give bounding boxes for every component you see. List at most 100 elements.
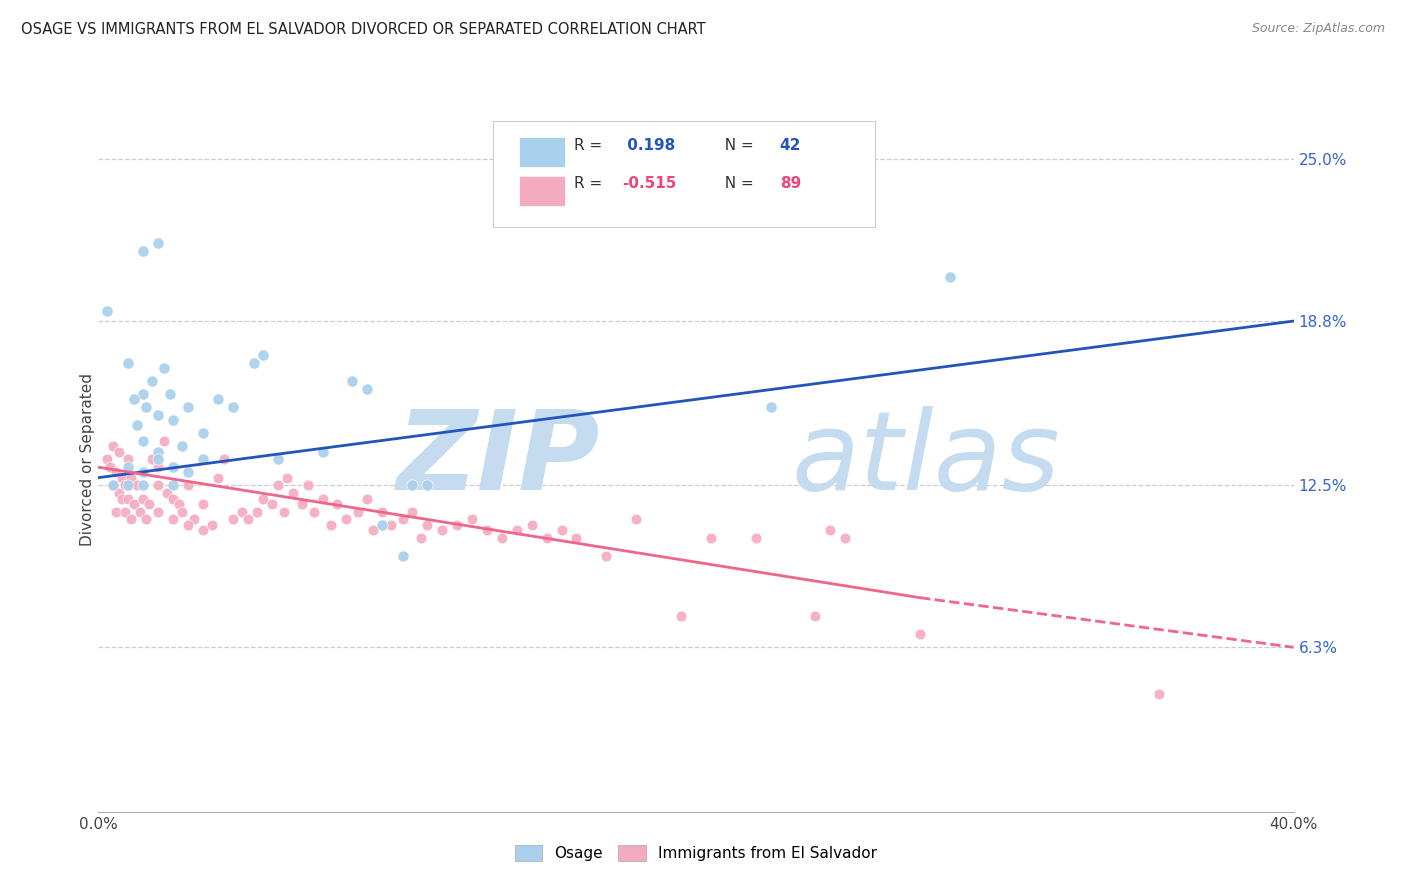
Point (141, 452, 163, 467)
Point (135, 400, 157, 414)
Point (124, 497, 146, 511)
Text: 0.198: 0.198 (621, 138, 675, 153)
Point (105, 466, 128, 480)
Point (834, 531, 856, 545)
Point (132, 387, 155, 401)
Point (276, 470, 298, 484)
Point (177, 466, 200, 480)
Point (117, 452, 139, 467)
Point (380, 517, 402, 532)
Point (127, 418, 149, 433)
Point (191, 452, 214, 467)
Point (98, 460, 122, 475)
Point (117, 460, 139, 475)
Point (111, 470, 134, 484)
Point (281, 486, 304, 500)
Text: R =: R = (574, 176, 607, 191)
Point (207, 392, 229, 407)
Point (191, 523, 214, 537)
Text: 42: 42 (780, 138, 801, 153)
Point (745, 531, 768, 545)
Point (273, 505, 295, 519)
Point (430, 523, 453, 537)
Point (260, 497, 283, 511)
Point (908, 627, 931, 641)
Point (236, 512, 259, 526)
Point (156, 486, 179, 500)
Point (105, 505, 128, 519)
Point (103, 439, 125, 453)
Point (162, 512, 184, 526)
Point (117, 356, 139, 370)
Point (267, 452, 290, 467)
Point (129, 505, 152, 519)
Point (201, 517, 224, 532)
Point (103, 478, 125, 492)
Point (595, 549, 617, 563)
Point (252, 491, 274, 506)
Point (172, 439, 194, 453)
Point (108, 486, 131, 500)
Point (243, 356, 266, 370)
Text: R =: R = (574, 138, 607, 153)
Point (392, 512, 415, 526)
Point (536, 531, 558, 545)
Point (520, 517, 543, 532)
Point (177, 478, 200, 492)
Point (162, 491, 184, 506)
Point (411, 531, 433, 545)
Point (326, 497, 349, 511)
Point (148, 408, 170, 422)
Point (356, 382, 378, 396)
Point (416, 517, 439, 532)
Point (124, 392, 146, 407)
Text: N =: N = (716, 138, 759, 153)
Text: atlas: atlas (792, 406, 1060, 513)
Point (401, 478, 423, 492)
Point (335, 512, 357, 526)
Point (550, 523, 572, 537)
Text: 89: 89 (780, 176, 801, 191)
Point (222, 512, 245, 526)
Point (120, 470, 142, 484)
Point (183, 512, 205, 526)
Point (159, 387, 181, 401)
Point (461, 512, 484, 526)
Point (141, 374, 163, 388)
Point (172, 505, 194, 519)
Point (321, 517, 343, 532)
Point (506, 523, 529, 537)
Point (475, 523, 498, 537)
Point (1147, 687, 1170, 701)
Point (132, 466, 155, 480)
Point (565, 531, 588, 545)
Text: OSAGE VS IMMIGRANTS FROM EL SALVADOR DIVORCED OR SEPARATED CORRELATION CHART: OSAGE VS IMMIGRANTS FROM EL SALVADOR DIV… (21, 22, 706, 37)
Point (669, 609, 692, 624)
Point (371, 517, 394, 532)
Point (103, 478, 125, 492)
Text: N =: N = (716, 176, 759, 191)
Point (148, 235, 170, 250)
Point (446, 517, 468, 532)
Point (177, 517, 200, 532)
Point (148, 505, 170, 519)
Y-axis label: Divorced or Separated: Divorced or Separated (80, 373, 94, 546)
Point (342, 374, 364, 388)
Point (804, 609, 827, 624)
Point (148, 444, 170, 458)
Point (356, 491, 378, 506)
Point (347, 505, 370, 519)
Point (117, 491, 139, 506)
Point (401, 505, 423, 519)
Point (148, 452, 170, 467)
Point (96, 303, 118, 318)
Point (311, 444, 333, 458)
FancyBboxPatch shape (519, 137, 565, 167)
Point (363, 523, 385, 537)
Point (759, 400, 782, 414)
Point (302, 505, 325, 519)
Point (120, 512, 142, 526)
Point (177, 400, 200, 414)
Point (311, 491, 333, 506)
Point (132, 478, 155, 492)
